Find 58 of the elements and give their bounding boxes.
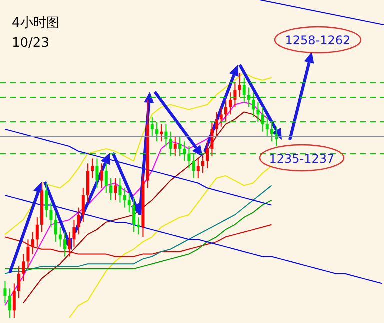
candlestick (118, 178, 122, 204)
candlestick (8, 288, 12, 318)
candlestick (242, 77, 246, 103)
candlestick (196, 158, 200, 179)
candlestick (18, 266, 21, 299)
candlestick (100, 163, 104, 189)
candlestick (128, 192, 131, 214)
candlestick (229, 92, 232, 116)
candlestick (104, 163, 108, 194)
candlestick (220, 106, 223, 128)
candlestick (270, 122, 274, 142)
candlestick (215, 112, 218, 138)
candlestick (123, 188, 126, 208)
chart-subtitle: 10/23 (12, 36, 50, 51)
candlestick (45, 182, 48, 218)
candlestick (132, 197, 136, 233)
candlestick (137, 217, 140, 236)
candlestick (114, 178, 118, 201)
candlestick (26, 239, 30, 270)
candlestick (36, 217, 39, 248)
annotation: 1235-1237 (269, 152, 335, 166)
candlestick (72, 220, 76, 248)
chart-title: 4小时图 (12, 16, 60, 31)
candlestick (96, 158, 99, 189)
candlestick (178, 136, 182, 157)
candlestick (261, 106, 264, 132)
candlestick (22, 254, 26, 282)
candlestick (247, 87, 250, 108)
candlestick (252, 92, 256, 118)
candlestick (224, 99, 228, 122)
candlestick (234, 82, 237, 108)
candlestick (174, 136, 177, 157)
candlestick (160, 124, 164, 142)
candlestick (155, 122, 158, 142)
candlestick (77, 207, 80, 236)
candlestick (192, 153, 196, 179)
candlestick (266, 116, 269, 138)
candlestick (68, 232, 72, 258)
candlestick (188, 146, 191, 170)
candlestick (201, 153, 204, 174)
candlestick (82, 188, 85, 223)
candlestick (54, 212, 58, 243)
candlestick (206, 141, 210, 170)
candlestick (91, 158, 94, 179)
candlestick (31, 232, 34, 255)
text: 1258-1262 (285, 34, 351, 48)
candlestick (4, 280, 7, 304)
candlestick (210, 122, 214, 157)
candlestick (12, 283, 16, 318)
candlestick (169, 131, 172, 157)
candlestick (58, 226, 62, 248)
candlestick (183, 141, 186, 162)
candlestick (64, 232, 67, 258)
candlestick (150, 116, 154, 138)
candlestick (256, 102, 260, 122)
candlestick (110, 178, 112, 201)
candlestick (50, 202, 53, 228)
candlestick (238, 73, 242, 98)
